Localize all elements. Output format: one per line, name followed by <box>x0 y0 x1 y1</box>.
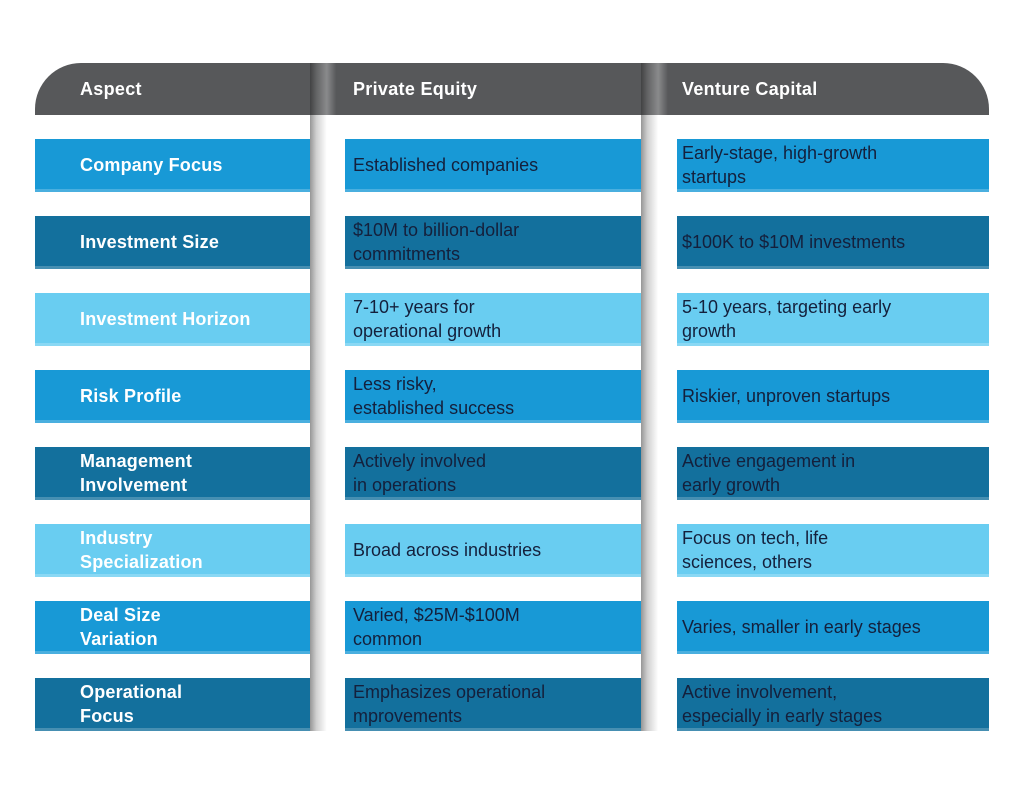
table-row-industry-specialization: Industry Specialization Broad across ind… <box>35 524 989 577</box>
venture-capital-value: Active involvement, especially in early … <box>677 678 989 731</box>
private-equity-value: Emphasizes operational mprovements <box>345 678 641 731</box>
aspect-label: Management Involvement <box>35 447 310 500</box>
header-venture-capital: Venture Capital <box>682 78 818 99</box>
private-equity-value: $10M to billion-dollar commitments <box>345 216 641 269</box>
table-row-investment-horizon: Investment Horizon 7-10+ years for opera… <box>35 293 989 346</box>
aspect-label: Industry Specialization <box>35 524 310 577</box>
private-equity-value: 7-10+ years for operational growth <box>345 293 641 346</box>
private-equity-value: Varied, $25M-$100M common <box>345 601 641 654</box>
venture-capital-value: Active engagement in early growth <box>677 447 989 500</box>
aspect-label: Investment Horizon <box>35 293 310 346</box>
comparison-table: Aspect Private Equity Venture Capital Co… <box>35 63 989 731</box>
table-row-management-involvement: Management Involvement Actively involved… <box>35 447 989 500</box>
aspect-label: Deal Size Variation <box>35 601 310 654</box>
venture-capital-value: 5-10 years, targeting early growth <box>677 293 989 346</box>
table-row-deal-size-variation: Deal Size Variation Varied, $25M-$100M c… <box>35 601 989 654</box>
venture-capital-value: Focus on tech, life sciences, others <box>677 524 989 577</box>
table-row-operational-focus: Operational Focus Emphasizes operational… <box>35 678 989 731</box>
table-row-risk-profile: Risk Profile Less risky, established suc… <box>35 370 989 423</box>
table-row-company-focus: Company Focus Established companies Earl… <box>35 139 989 192</box>
header-private-equity: Private Equity <box>353 78 478 99</box>
private-equity-value: Established companies <box>345 139 641 192</box>
aspect-label: Investment Size <box>35 216 310 269</box>
venture-capital-value: $100K to $10M investments <box>677 216 989 269</box>
private-equity-value: Less risky, established success <box>345 370 641 423</box>
private-equity-value: Actively involved in operations <box>345 447 641 500</box>
venture-capital-value: Early-stage, high-growth startups <box>677 139 989 192</box>
aspect-label: Risk Profile <box>35 370 310 423</box>
venture-capital-value: Riskier, unproven startups <box>677 370 989 423</box>
table-header-row: Aspect Private Equity Venture Capital <box>35 63 989 115</box>
table-row-investment-size: Investment Size $10M to billion-dollar c… <box>35 216 989 269</box>
aspect-label: Operational Focus <box>35 678 310 731</box>
private-equity-value: Broad across industries <box>345 524 641 577</box>
venture-capital-value: Varies, smaller in early stages <box>677 601 989 654</box>
aspect-label: Company Focus <box>35 139 310 192</box>
table-body: Company Focus Established companies Earl… <box>35 139 989 731</box>
header-aspect: Aspect <box>80 78 142 99</box>
